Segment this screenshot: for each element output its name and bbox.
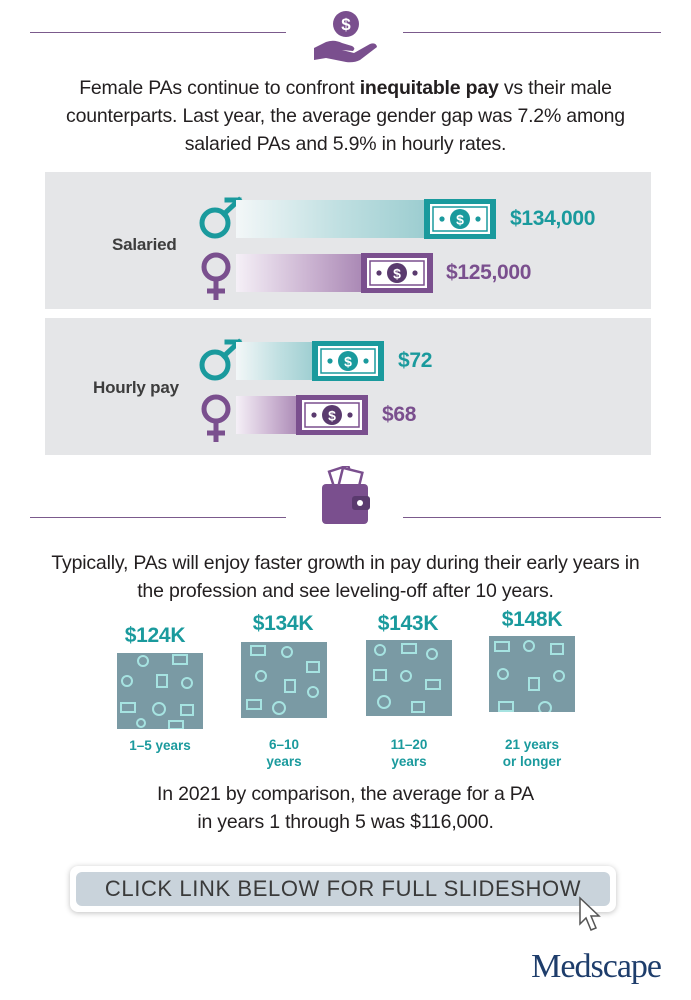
hourly-male-bar	[236, 342, 316, 380]
tier-2-label-line2: years	[266, 754, 302, 769]
hourly-label: Hourly pay	[93, 378, 179, 397]
tier-2-label-line1: 6–10	[268, 737, 300, 752]
tier-2-image	[241, 642, 327, 718]
salaried-female-amount: $125,000	[446, 261, 532, 284]
intro-paragraph: Female PAs continue to confront inequita…	[40, 74, 651, 158]
tier-2-value: $134K	[252, 612, 314, 635]
intro-text-end: vs their male counterparts. Last year, t…	[66, 77, 625, 155]
hourly-female-amount: $68	[382, 403, 417, 426]
dollar-bill-icon: $	[312, 341, 384, 381]
tier-4-label: 21 years or longer	[472, 736, 592, 770]
tier-4-image	[489, 636, 575, 712]
hourly-male-amount: $72	[398, 349, 433, 372]
female-symbol-icon	[199, 392, 235, 449]
medscape-logo: Medscape	[531, 948, 662, 985]
tier-3-label-line1: 11–20	[390, 737, 428, 752]
svg-text:$: $	[328, 408, 336, 424]
svg-text:$: $	[456, 212, 464, 228]
tier-1-value: $124K	[124, 624, 186, 647]
wallet-icon	[318, 463, 374, 528]
tier-3-value: $143K	[377, 612, 439, 635]
top-divider-left	[30, 32, 286, 33]
tier-2-label: 6–10 years	[224, 736, 344, 770]
svg-text:$: $	[393, 266, 401, 282]
tier-1-label-line1: 1–5 years	[129, 738, 191, 753]
tier-3-image	[366, 640, 452, 716]
intro-text-start: Female PAs continue to confront	[79, 77, 360, 99]
salaried-label: Salaried	[112, 235, 177, 254]
money-hand-icon: $	[308, 8, 384, 66]
growth-paragraph: Typically, PAs will enjoy faster growth …	[51, 552, 640, 602]
tier-3-label-line2: years	[391, 754, 427, 769]
dollar-bill-icon: $	[361, 253, 433, 293]
salaried-male-amount: $134,000	[510, 207, 596, 230]
comparison-line1: In 2021 by comparison, the average for a…	[157, 783, 534, 805]
comparison-paragraph: In 2021 by comparison, the average for a…	[40, 780, 651, 836]
top-divider-right	[403, 32, 661, 33]
salaried-male-bar	[236, 200, 426, 238]
hourly-female-bar	[236, 396, 300, 434]
tier-4-value: $148K	[501, 608, 563, 631]
tier-4-label-line1: 21 years	[504, 737, 560, 752]
intro-emphasis: inequitable pay	[359, 77, 499, 99]
salaried-female-bar	[236, 254, 364, 292]
tier-1-label: 1–5 years	[100, 737, 220, 754]
tier-3-label: 11–20 years	[349, 736, 469, 770]
dollar-bill-icon: $	[296, 395, 368, 435]
middle-divider-left	[30, 517, 286, 518]
cursor-icon	[578, 896, 602, 936]
comparison-line2: in years 1 through 5 was $116,000.	[197, 811, 494, 833]
dollar-bill-icon: $	[424, 199, 496, 239]
slideshow-cta-label[interactable]: CLICK LINK BELOW FOR FULL SLIDESHOW	[76, 872, 610, 906]
middle-divider-right	[403, 517, 661, 518]
female-symbol-icon	[199, 250, 235, 307]
tier-1-image	[117, 653, 203, 729]
slideshow-cta-button[interactable]: CLICK LINK BELOW FOR FULL SLIDESHOW	[70, 866, 616, 912]
svg-text:$: $	[344, 354, 352, 370]
svg-text:$: $	[341, 15, 351, 34]
tier-4-label-line2: or longer	[502, 754, 562, 769]
